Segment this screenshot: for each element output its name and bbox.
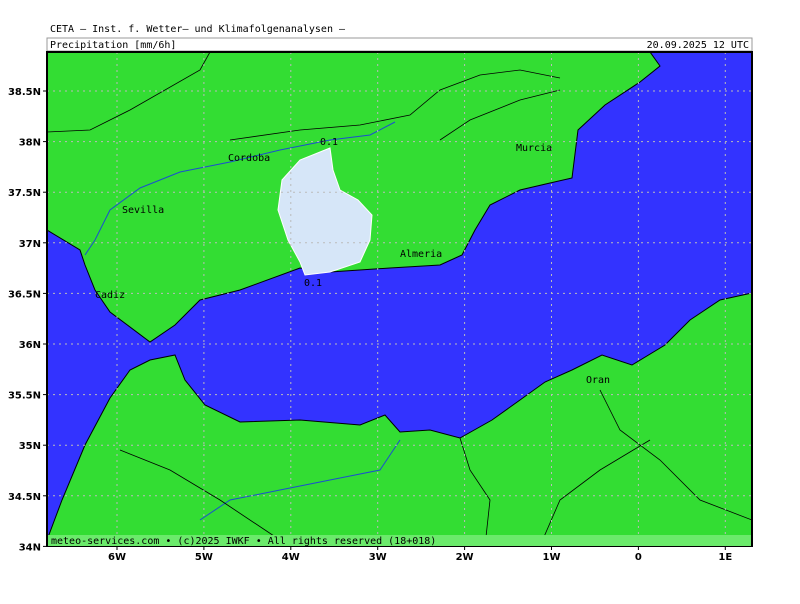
lat-label: 34N xyxy=(19,542,41,553)
contour-label: 0.1 xyxy=(320,137,338,148)
place-label: Cadiz xyxy=(95,290,125,301)
place-label: Oran xyxy=(586,375,610,386)
lon-label: 4W xyxy=(282,552,300,563)
graticule xyxy=(47,52,752,546)
lat-label: 36N xyxy=(19,340,41,351)
lat-label: 35.5N xyxy=(8,391,41,402)
institute: CETA — Inst. f. Wetter— und Klimafolgena… xyxy=(50,24,346,35)
map-area xyxy=(47,52,752,546)
lon-label: 2W xyxy=(456,552,474,563)
lon-label: 1W xyxy=(543,552,561,563)
lat-label: 37N xyxy=(19,239,41,250)
place-label: Sevilla xyxy=(122,205,164,216)
footer: meteo-services.com • (c)2025 IWKF • All … xyxy=(51,536,436,547)
field-title: Precipitation [mm/6h] xyxy=(50,40,176,51)
lat-label: 38.5N xyxy=(8,87,41,98)
lon-label: 1E xyxy=(718,552,732,563)
place-label: Almeria xyxy=(400,249,442,260)
lat-label: 35N xyxy=(19,441,41,452)
valid-time: 20.09.2025 12 UTC xyxy=(647,40,749,51)
lon-label: 5W xyxy=(195,552,213,563)
sea xyxy=(47,52,752,541)
lat-label: 37.5N xyxy=(8,188,41,199)
lat-label: 36.5N xyxy=(8,289,41,300)
place-label: Murcia xyxy=(516,143,552,154)
lon-label: 6W xyxy=(108,552,126,563)
place-label: Cordoba xyxy=(228,153,270,164)
lon-label: 0 xyxy=(635,552,642,563)
lat-label: 34.5N xyxy=(8,492,41,503)
footer-bar xyxy=(48,535,751,546)
contour-label: 0.1 xyxy=(304,278,322,289)
lon-label: 3W xyxy=(369,552,387,563)
lat-label: 38N xyxy=(19,138,41,149)
